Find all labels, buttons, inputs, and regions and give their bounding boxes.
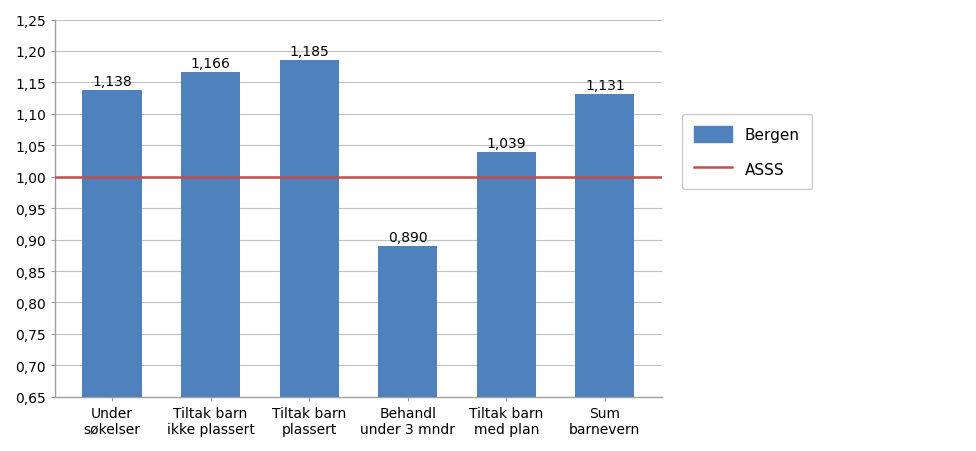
Bar <box>83 91 142 451</box>
Bar <box>181 73 240 451</box>
Text: 0,890: 0,890 <box>387 230 427 244</box>
Text: 1,131: 1,131 <box>585 79 625 93</box>
Text: 1,039: 1,039 <box>486 137 526 151</box>
Text: 1,138: 1,138 <box>92 75 132 89</box>
Bar <box>476 153 536 451</box>
Legend: Bergen, ASSS: Bergen, ASSS <box>682 115 812 189</box>
Bar <box>279 61 339 451</box>
Text: 1,185: 1,185 <box>289 46 329 60</box>
Text: 1,166: 1,166 <box>190 57 230 71</box>
Bar <box>575 95 634 451</box>
Bar <box>378 246 437 451</box>
